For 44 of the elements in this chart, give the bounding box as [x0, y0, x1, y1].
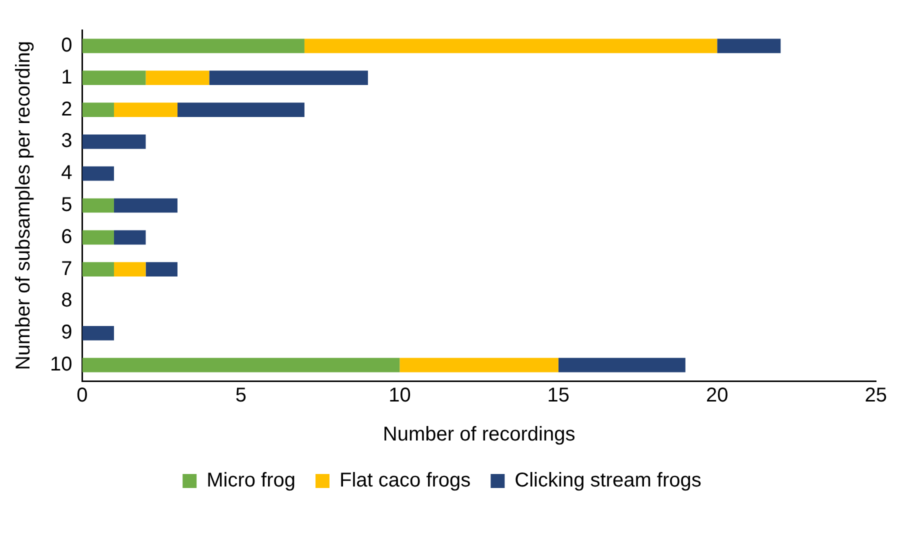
legend-label: Clicking stream frogs [514, 470, 702, 492]
y-tick-label: 4 [61, 162, 72, 184]
bar [82, 198, 114, 213]
bar [558, 358, 686, 372]
y-tick-label: 8 [61, 290, 72, 312]
bar [146, 262, 178, 276]
bar [146, 70, 210, 86]
y-tick-label: 1 [61, 66, 72, 88]
bar [177, 102, 304, 117]
y-tick-label: 6 [61, 226, 72, 248]
bar [209, 70, 368, 86]
y-tick-label: 9 [61, 322, 72, 344]
bar [304, 38, 718, 54]
bar [82, 70, 146, 86]
x-tick-label: 20 [706, 384, 728, 407]
x-tick-label: 0 [76, 384, 88, 407]
x-tick-label: 15 [547, 384, 570, 407]
legend-label: Micro frog [206, 470, 296, 492]
bar [82, 230, 114, 245]
bar [114, 198, 178, 213]
x-axis-title: Number of recordings [382, 424, 576, 446]
bar [82, 102, 114, 117]
bar [82, 38, 304, 54]
bar [82, 134, 146, 149]
bar [400, 358, 558, 372]
bar [717, 38, 781, 54]
bar [82, 166, 114, 181]
bar [82, 358, 400, 372]
y-tick-label: 10 [50, 354, 72, 376]
y-axis-title: Number of subsamples per recording [12, 40, 35, 370]
x-tick-label: 25 [864, 384, 887, 407]
y-tick-label: 2 [61, 98, 72, 120]
legend-label: Flat caco frogs [340, 470, 471, 492]
bar [82, 326, 114, 340]
bar [114, 230, 146, 245]
y-tick-label: 3 [61, 130, 72, 152]
y-tick-label: 0 [61, 34, 72, 56]
x-tick-label: 5 [235, 384, 247, 407]
x-tick-label: 10 [388, 384, 411, 407]
y-tick-label: 7 [61, 258, 72, 280]
bar [114, 262, 146, 276]
bar [114, 102, 178, 117]
bar [82, 262, 114, 276]
y-tick-label: 5 [61, 194, 72, 216]
